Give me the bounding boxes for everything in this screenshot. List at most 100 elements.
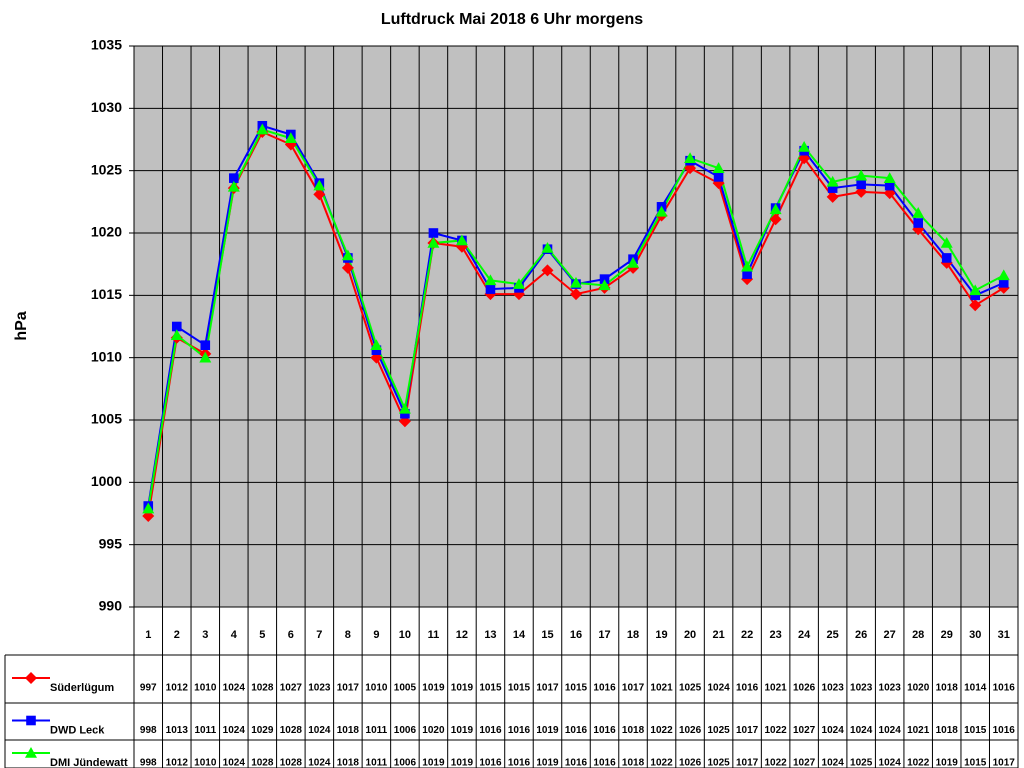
marker [913, 218, 923, 228]
y-tick-label: 1000 [91, 473, 122, 489]
table-value: 1018 [337, 725, 360, 736]
y-tick-label: 995 [99, 535, 123, 551]
table-value: 1025 [707, 758, 730, 768]
table-value: 1023 [879, 683, 902, 694]
table-value: 1016 [565, 725, 588, 736]
table-value: 1023 [308, 683, 331, 694]
marker [485, 284, 496, 294]
table-value: 1028 [280, 725, 303, 736]
table-value: 1016 [479, 758, 502, 768]
marker [570, 288, 582, 301]
x-tick-label: 18 [627, 629, 639, 641]
table-value: 1024 [850, 725, 873, 736]
table-value: 1012 [166, 683, 189, 694]
table-value: 1022 [764, 725, 787, 736]
x-tick-label: 8 [345, 629, 351, 641]
table-value: 1025 [707, 725, 730, 736]
marker [998, 278, 1009, 288]
table-value: 1017 [622, 683, 645, 694]
table-value: 1024 [223, 758, 246, 768]
marker [229, 173, 239, 183]
legend-label: DWD Leck [50, 724, 105, 736]
table-value: 1022 [907, 758, 930, 768]
table-value: 1027 [793, 758, 816, 768]
marker [341, 261, 354, 274]
table-value: 1020 [422, 725, 445, 736]
table-value: 1021 [650, 683, 673, 694]
marker [371, 345, 382, 355]
marker [142, 502, 155, 514]
marker [970, 290, 981, 301]
table-value: 997 [140, 683, 157, 694]
marker [855, 169, 868, 181]
x-tick-label: 13 [484, 629, 496, 641]
marker [827, 183, 838, 193]
table-value: 1024 [223, 725, 246, 736]
table-value: 1019 [422, 758, 445, 768]
table-value: 1015 [479, 683, 502, 694]
marker [313, 179, 326, 191]
table-value: 1016 [593, 683, 616, 694]
marker [940, 236, 953, 248]
x-tick-label: 24 [798, 629, 811, 641]
marker [798, 140, 811, 152]
y-tick-label: 1015 [91, 286, 122, 302]
marker [655, 205, 668, 217]
table-value: 1019 [536, 758, 559, 768]
legend-marker [25, 672, 37, 684]
marker [598, 279, 611, 291]
marker [769, 203, 782, 215]
table-value: 1022 [650, 725, 673, 736]
y-tick-label: 1020 [91, 224, 122, 240]
y-tick-label: 1030 [91, 99, 122, 115]
x-tick-label: 5 [259, 629, 265, 641]
marker [171, 321, 182, 332]
x-tick-label: 19 [655, 629, 667, 641]
marker [541, 241, 554, 253]
table-value: 1018 [622, 725, 645, 736]
table-value: 1023 [822, 683, 845, 694]
table-value: 1015 [964, 758, 987, 768]
marker [370, 339, 383, 350]
table-value: 1022 [650, 758, 673, 768]
table-value: 998 [140, 725, 157, 736]
y-tick-label: 1010 [91, 348, 122, 364]
table-value: 1011 [366, 758, 388, 768]
x-tick-label: 7 [316, 629, 322, 641]
table-value: 1017 [993, 758, 1016, 768]
marker [200, 340, 211, 350]
table-value: 1010 [365, 683, 388, 694]
marker [826, 190, 839, 203]
chart-title: Luftdruck Mai 2018 6 Uhr morgens [381, 11, 643, 28]
x-tick-label: 17 [598, 629, 610, 641]
table-value: 1016 [565, 758, 588, 768]
marker [512, 278, 525, 289]
table-value: 1015 [565, 683, 588, 694]
x-tick-label: 1 [145, 629, 151, 641]
marker [455, 234, 468, 246]
table-value: 1017 [736, 758, 759, 768]
marker [398, 402, 411, 414]
table-value: 1016 [736, 683, 759, 694]
table-value: 1027 [793, 725, 816, 736]
legend-label: Süderlügum [50, 682, 114, 694]
x-tick-label: 16 [570, 629, 582, 641]
table-value: 1018 [337, 758, 360, 768]
table-value: 1025 [850, 758, 873, 768]
y-tick-label: 1035 [91, 37, 122, 53]
x-tick-label: 15 [541, 629, 553, 641]
x-tick-label: 11 [428, 629, 440, 641]
table-value: 1028 [251, 683, 274, 694]
table-value: 1021 [907, 725, 930, 736]
x-tick-label: 23 [769, 629, 781, 641]
x-tick-label: 20 [684, 629, 696, 641]
table-value: 1025 [679, 683, 702, 694]
table-value: 1016 [508, 758, 531, 768]
table-value: 1014 [964, 683, 987, 694]
x-tick-label: 22 [741, 629, 753, 641]
table-value: 1016 [508, 725, 531, 736]
marker [941, 253, 952, 263]
table-value: 1018 [936, 725, 959, 736]
marker [826, 175, 839, 187]
marker [428, 228, 439, 238]
